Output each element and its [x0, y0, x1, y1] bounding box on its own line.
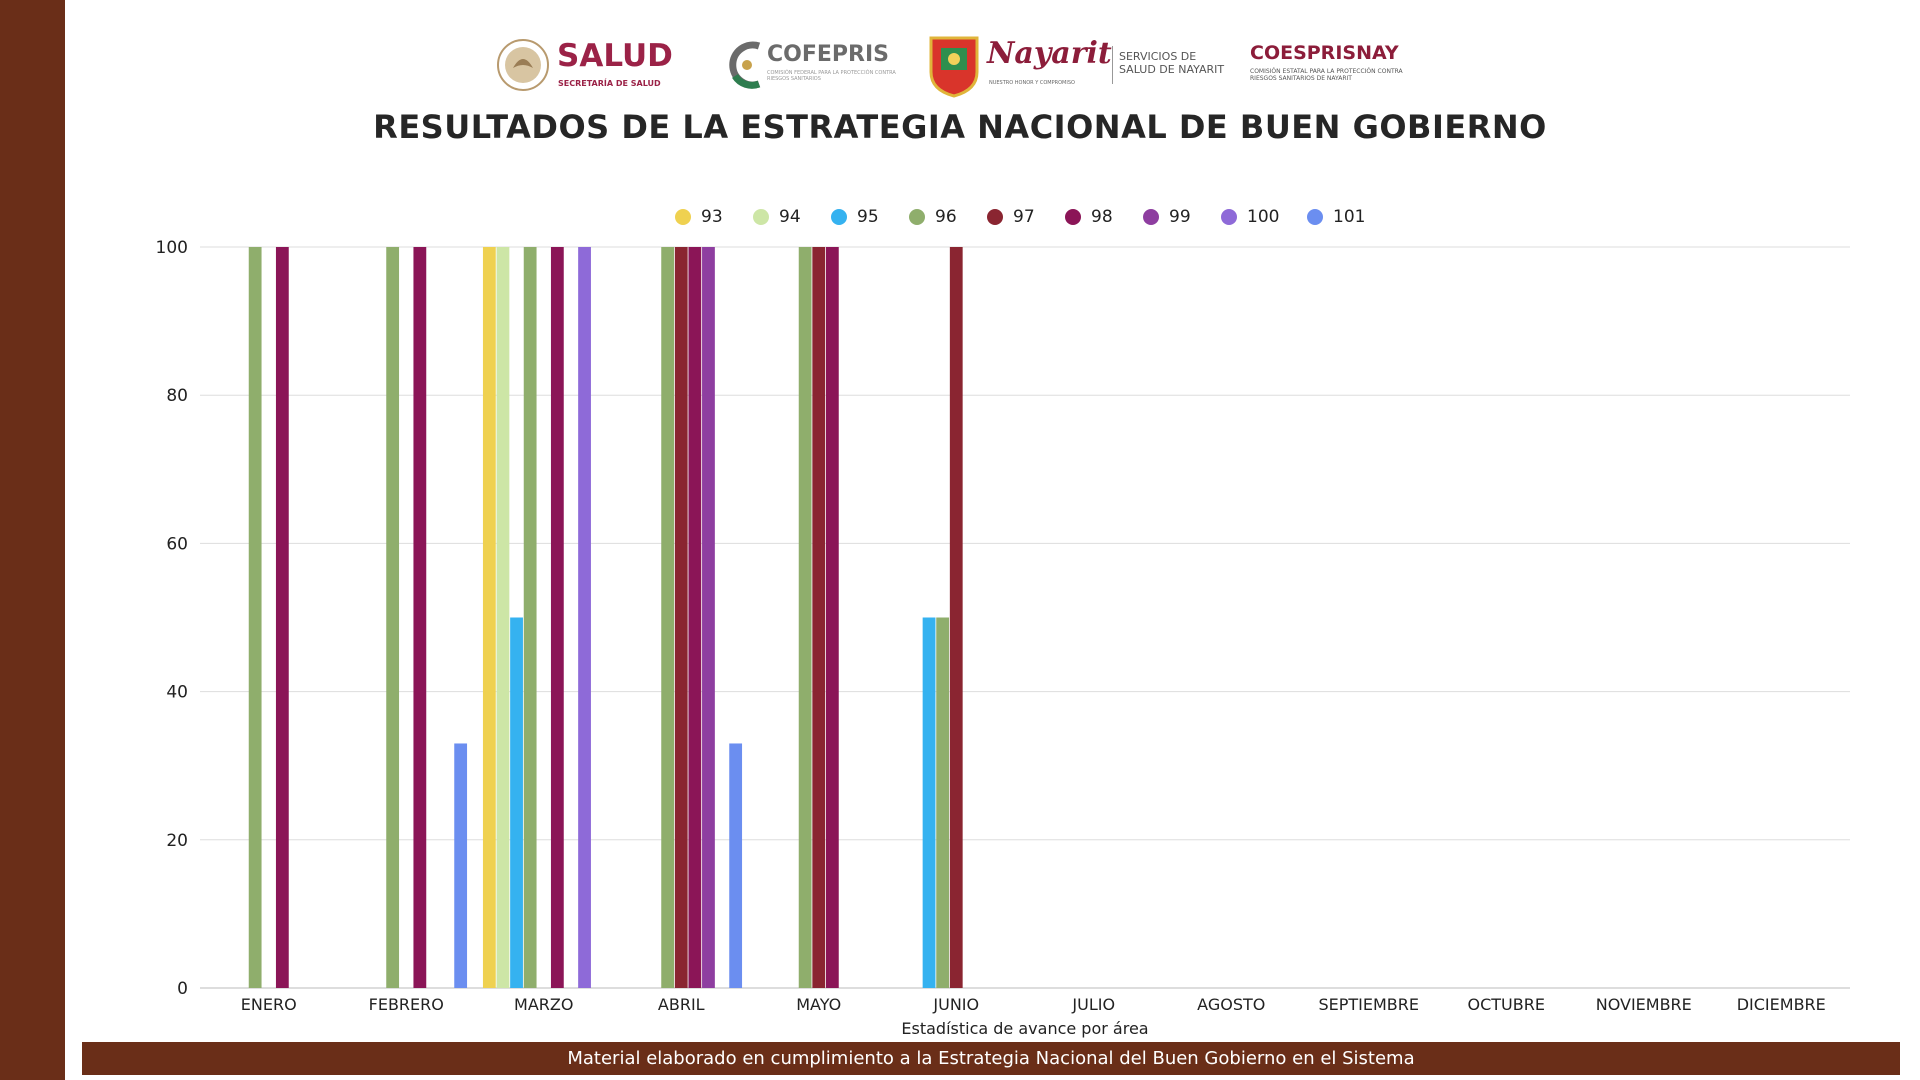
x-tick-label: DICIEMBRE: [1737, 995, 1826, 1014]
chart-legend: 93 94 95 96 97 98 99 100 101: [675, 205, 1395, 229]
salud-name: SALUD: [557, 38, 673, 74]
legend-label: 93: [701, 207, 723, 227]
bar-series-96-mayo: [798, 247, 812, 988]
legend-swatch: [987, 209, 1003, 225]
legend-swatch: [1065, 209, 1081, 225]
x-tick-label: OCTUBRE: [1468, 995, 1545, 1014]
nayarit-motto: NUESTRO HONOR Y COMPROMISO: [989, 80, 1075, 86]
legend-item-96: 96: [909, 205, 957, 229]
bar-series-100-marzo: [578, 247, 591, 988]
legend-item-93: 93: [675, 205, 723, 229]
legend-swatch: [675, 209, 691, 225]
cofepris-emblem-icon: [729, 41, 761, 89]
y-tick-label: 20: [166, 831, 188, 851]
coesprisnay-subtitle: COMISIÓN ESTATAL PARA LA PROTECCIÓN CONT…: [1250, 68, 1403, 82]
bar-series-95-junio: [922, 617, 936, 988]
legend-swatch: [831, 209, 847, 225]
y-tick-label: 80: [166, 386, 188, 406]
legend-item-99: 99: [1143, 205, 1191, 229]
legend-label: 94: [779, 207, 801, 227]
bar-series-96-febrero: [386, 247, 400, 988]
legend-item-95: 95: [831, 205, 879, 229]
x-axis-title: Estadística de avance por área: [901, 1019, 1148, 1038]
bar-series-98-mayo: [825, 247, 839, 988]
y-tick-label: 60: [166, 534, 188, 554]
logo-divider: [1112, 46, 1113, 84]
legend-swatch: [1143, 209, 1159, 225]
cofepris-subtitle: COMISIÓN FEDERAL PARA LA PROTECCIÓN CONT…: [767, 70, 896, 82]
legend-swatch: [909, 209, 925, 225]
legend-label: 98: [1091, 207, 1113, 227]
legend-label: 100: [1247, 207, 1280, 227]
coesprisnay-logo: COESPRISNAY COMISIÓN ESTATAL PARA LA PRO…: [1250, 32, 1425, 98]
legend-item-100: 100: [1221, 205, 1279, 229]
x-tick-label: ENERO: [241, 995, 297, 1014]
bar-series-98-enero: [275, 247, 289, 988]
bar-series-96-abril: [661, 247, 675, 988]
legend-item-94: 94: [753, 205, 801, 229]
y-tick-label: 40: [166, 683, 188, 703]
x-tick-label: JULIO: [1071, 995, 1115, 1014]
eagle-seal-icon: [497, 39, 549, 91]
footer-banner: Material elaborado en cumplimiento a la …: [82, 1042, 1900, 1075]
legend-label: 96: [935, 207, 957, 227]
x-tick-label: AGOSTO: [1197, 995, 1265, 1014]
bar-series-96-marzo: [523, 247, 537, 988]
legend-swatch: [1307, 209, 1323, 225]
coesprisnay-name: COESPRISNAY: [1250, 42, 1399, 64]
bar-series-98-marzo: [550, 247, 564, 988]
bar-series-95-marzo: [510, 617, 523, 988]
bar-series-97-mayo: [812, 247, 826, 988]
x-tick-label: SEPTIEMBRE: [1318, 995, 1419, 1014]
nayarit-logo: Nayarit NUESTRO HONOR Y COMPROMISO SERVI…: [927, 32, 1232, 98]
bar-series-98-abril: [688, 247, 702, 988]
page-title: RESULTADOS DE LA ESTRATEGIA NACIONAL DE …: [373, 108, 1547, 146]
bar-series-98-febrero: [413, 247, 427, 988]
nayarit-services-text: SERVICIOS DE SALUD DE NAYARIT: [1119, 50, 1225, 76]
legend-label: 97: [1013, 207, 1035, 227]
x-tick-label: MAYO: [796, 995, 841, 1014]
y-tick-label: 100: [156, 238, 188, 258]
x-tick-label: NOVIEMBRE: [1596, 995, 1692, 1014]
bar-series-96-junio: [936, 617, 950, 988]
x-tick-label: JUNIO: [932, 995, 979, 1014]
x-tick-label: MARZO: [514, 995, 573, 1014]
bar-series-97-abril: [674, 247, 688, 988]
bar-series-101-abril: [729, 743, 743, 988]
legend-item-101: 101: [1307, 205, 1365, 229]
legend-item-98: 98: [1065, 205, 1113, 229]
cofepris-name: COFEPRIS: [767, 42, 889, 67]
salud-subtitle: SECRETARÍA DE SALUD: [558, 79, 661, 88]
legend-swatch: [753, 209, 769, 225]
bar-series-93-marzo: [482, 247, 496, 988]
legend-label: 99: [1169, 207, 1191, 227]
bar-series-94-marzo: [496, 247, 510, 988]
x-tick-label: FEBRERO: [369, 995, 444, 1014]
nayarit-coat-of-arms-icon: [929, 36, 979, 98]
logos-header: SALUD SECRETARÍA DE SALUD COFEPRIS COMIS…: [495, 32, 1425, 98]
y-tick-label: 0: [177, 979, 188, 999]
bar-series-97-junio: [949, 247, 963, 988]
cofepris-logo: COFEPRIS COMISIÓN FEDERAL PARA LA PROTEC…: [723, 32, 898, 98]
bar-chart: 0 20 40 60 80 100 ENERO FEBRERO MARZO ABRIL MAYO JU…: [156, 238, 1850, 1038]
left-brand-bar: [0, 0, 65, 1080]
bar-series-96-enero: [248, 247, 262, 988]
legend-label: 95: [857, 207, 879, 227]
legend-swatch: [1221, 209, 1237, 225]
x-tick-label: ABRIL: [658, 995, 705, 1014]
legend-item-97: 97: [987, 205, 1035, 229]
bar-series-101-febrero: [454, 743, 468, 988]
salud-logo: SALUD SECRETARÍA DE SALUD: [495, 32, 695, 98]
legend-label: 101: [1333, 207, 1366, 227]
bar-series-99-abril: [702, 247, 715, 988]
nayarit-name: Nayarit: [987, 36, 1112, 71]
